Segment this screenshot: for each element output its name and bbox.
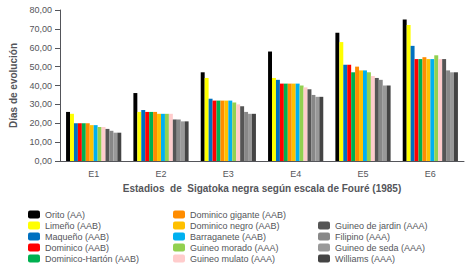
svg-text:80,00: 80,00	[29, 5, 52, 15]
svg-text:Guineo de jardin (AAA): Guineo de jardin (AAA)	[335, 221, 428, 231]
svg-text:40,00: 40,00	[29, 81, 52, 91]
svg-text:70,00: 70,00	[29, 24, 52, 34]
svg-text:E2: E2	[155, 169, 166, 179]
svg-text:Guineo morado (AAA): Guineo morado (AAA)	[190, 243, 279, 253]
svg-text:Barraganete (AAB): Barraganete (AAB)	[190, 232, 266, 242]
svg-text:30,00: 30,00	[29, 99, 52, 109]
svg-text:Filipino (AAA): Filipino (AAA)	[335, 232, 390, 242]
svg-text:Dominico (AAB): Dominico (AAB)	[45, 243, 109, 253]
svg-text:Williams (AAA): Williams (AAA)	[335, 254, 395, 264]
svg-text:Dominico negro (AAB): Dominico negro (AAB)	[190, 221, 280, 231]
svg-text:Maqueño (AAB): Maqueño (AAB)	[45, 232, 109, 242]
svg-text:E4: E4	[290, 169, 301, 179]
svg-text:10,00: 10,00	[29, 137, 52, 147]
svg-text:E3: E3	[223, 169, 234, 179]
svg-text:Dominico-Hartón (AAB): Dominico-Hartón (AAB)	[45, 254, 139, 264]
svg-text:Guineo de seda (AAA): Guineo de seda (AAA)	[335, 243, 425, 253]
svg-text:Estadios de Sigatoka negra s: Estadios de Sigatoka negra según escala …	[123, 183, 401, 194]
svg-text:Limeño (AAB): Limeño (AAB)	[45, 221, 101, 231]
svg-text:Días de evolución: Días de evolución	[8, 43, 19, 128]
svg-text:50,00: 50,00	[29, 62, 52, 72]
svg-text:20,00: 20,00	[29, 118, 52, 128]
svg-text:Dominico gigante (AAB): Dominico gigante (AAB)	[190, 210, 286, 220]
svg-text:60,00: 60,00	[29, 43, 52, 53]
svg-text:Guineo mulato (AAA): Guineo mulato (AAA)	[190, 254, 275, 264]
svg-text:E5: E5	[357, 169, 368, 179]
svg-text:0,00: 0,00	[34, 156, 52, 166]
svg-text:E1: E1	[88, 169, 99, 179]
svg-text:E6: E6	[425, 169, 436, 179]
svg-text:Orito (AA): Orito (AA)	[45, 210, 85, 220]
